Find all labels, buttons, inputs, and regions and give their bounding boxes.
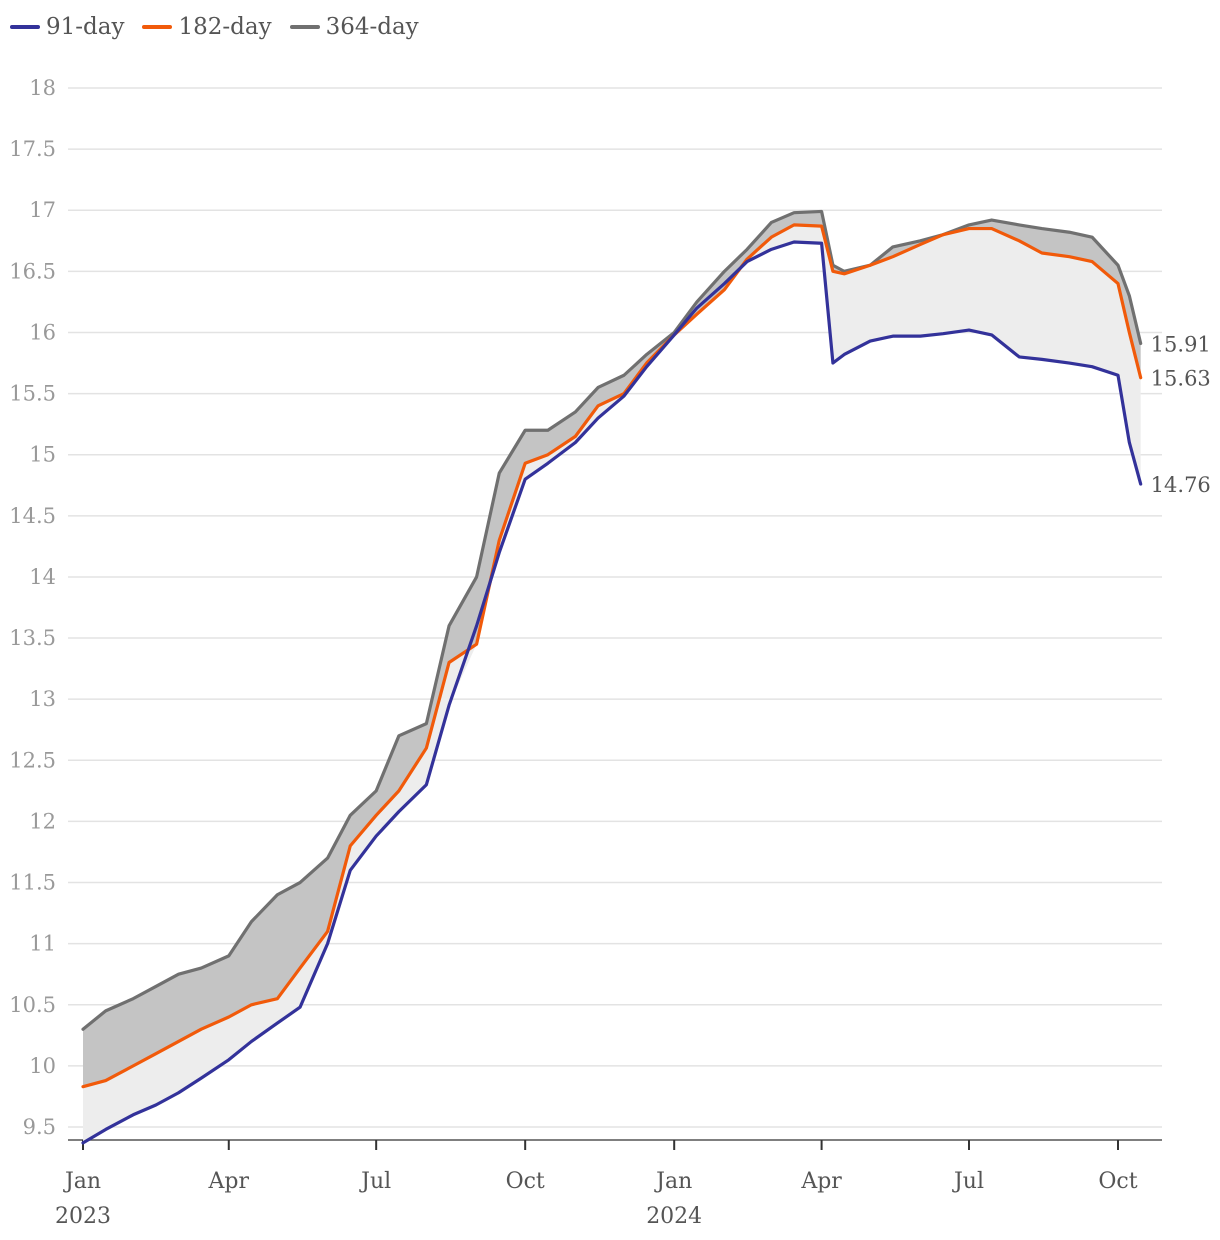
y-tick-label: 9.5	[23, 1115, 56, 1139]
legend-item-91-day: 91-day	[10, 14, 124, 40]
end-label-182-day: 15.63	[1151, 367, 1211, 391]
x-year-label: 2023	[55, 1204, 111, 1229]
y-tick-label: 12.5	[9, 748, 56, 772]
y-tick-label: 16.5	[9, 259, 56, 283]
legend-swatch-91-day	[10, 25, 40, 29]
series-lines	[81, 209, 1143, 1145]
y-tick-label: 15	[29, 443, 56, 467]
series-line-364-day	[81, 209, 1143, 1031]
y-tick-label: 13.5	[9, 626, 56, 650]
x-tick-label: Apr	[800, 1169, 842, 1194]
y-axis: 9.5 10 10.5 11 11.5 12 12.5 13 13.5 14 14.5 15 15.5 1…	[9, 76, 56, 1139]
x-axis: Jan 2023 Apr Jul Oct Jan 2024 Apr Jul Oct	[55, 1139, 1162, 1229]
series-line-182-day	[81, 223, 1143, 1089]
spread-bands	[83, 211, 1141, 1143]
end-label-364-day: 15.91	[1151, 332, 1211, 356]
y-tick-label: 12	[29, 809, 56, 833]
y-tick-label: 11	[29, 932, 56, 956]
y-tick-label: 18	[29, 76, 56, 100]
legend-label-364-day: 364-day	[325, 14, 419, 40]
x-tick-label: Jul	[359, 1169, 391, 1194]
spread-band-182-364	[83, 211, 1141, 1087]
y-tick-label: 10.5	[9, 993, 56, 1017]
y-tick-label: 11.5	[9, 871, 56, 895]
legend-swatch-182-day	[142, 25, 173, 29]
y-tick-label: 17	[29, 198, 56, 222]
x-tick-label: Jan	[654, 1169, 692, 1194]
legend-label-182-day: 182-day	[178, 14, 272, 40]
end-labels: 14.76 15.63 15.91	[1151, 332, 1211, 497]
gridlines	[68, 87, 1162, 1128]
y-tick-label: 14.5	[9, 504, 56, 528]
end-label-91-day: 14.76	[1151, 473, 1211, 497]
series-line-91-day	[81, 240, 1143, 1145]
legend-swatch-364-day	[289, 25, 320, 29]
y-tick-label: 16	[29, 320, 56, 344]
y-tick-label: 13	[29, 687, 56, 711]
legend-item-364-day: 364-day	[289, 14, 419, 40]
x-year-label: 2024	[646, 1204, 702, 1229]
x-tick-label: Jan	[63, 1169, 101, 1194]
legend: 91-day 182-day 364-day	[10, 14, 419, 40]
y-tick-label: 14	[29, 565, 56, 589]
y-tick-label: 17.5	[9, 137, 56, 161]
x-tick-label: Apr	[208, 1169, 250, 1194]
x-tick-label: Jul	[952, 1169, 984, 1194]
x-tick-label: Oct	[1098, 1169, 1137, 1194]
y-tick-label: 10	[29, 1054, 56, 1078]
y-tick-label: 15.5	[9, 382, 56, 406]
legend-label-91-day: 91-day	[46, 14, 125, 40]
x-tick-label: Oct	[506, 1169, 545, 1194]
legend-item-182-day: 182-day	[142, 14, 272, 40]
